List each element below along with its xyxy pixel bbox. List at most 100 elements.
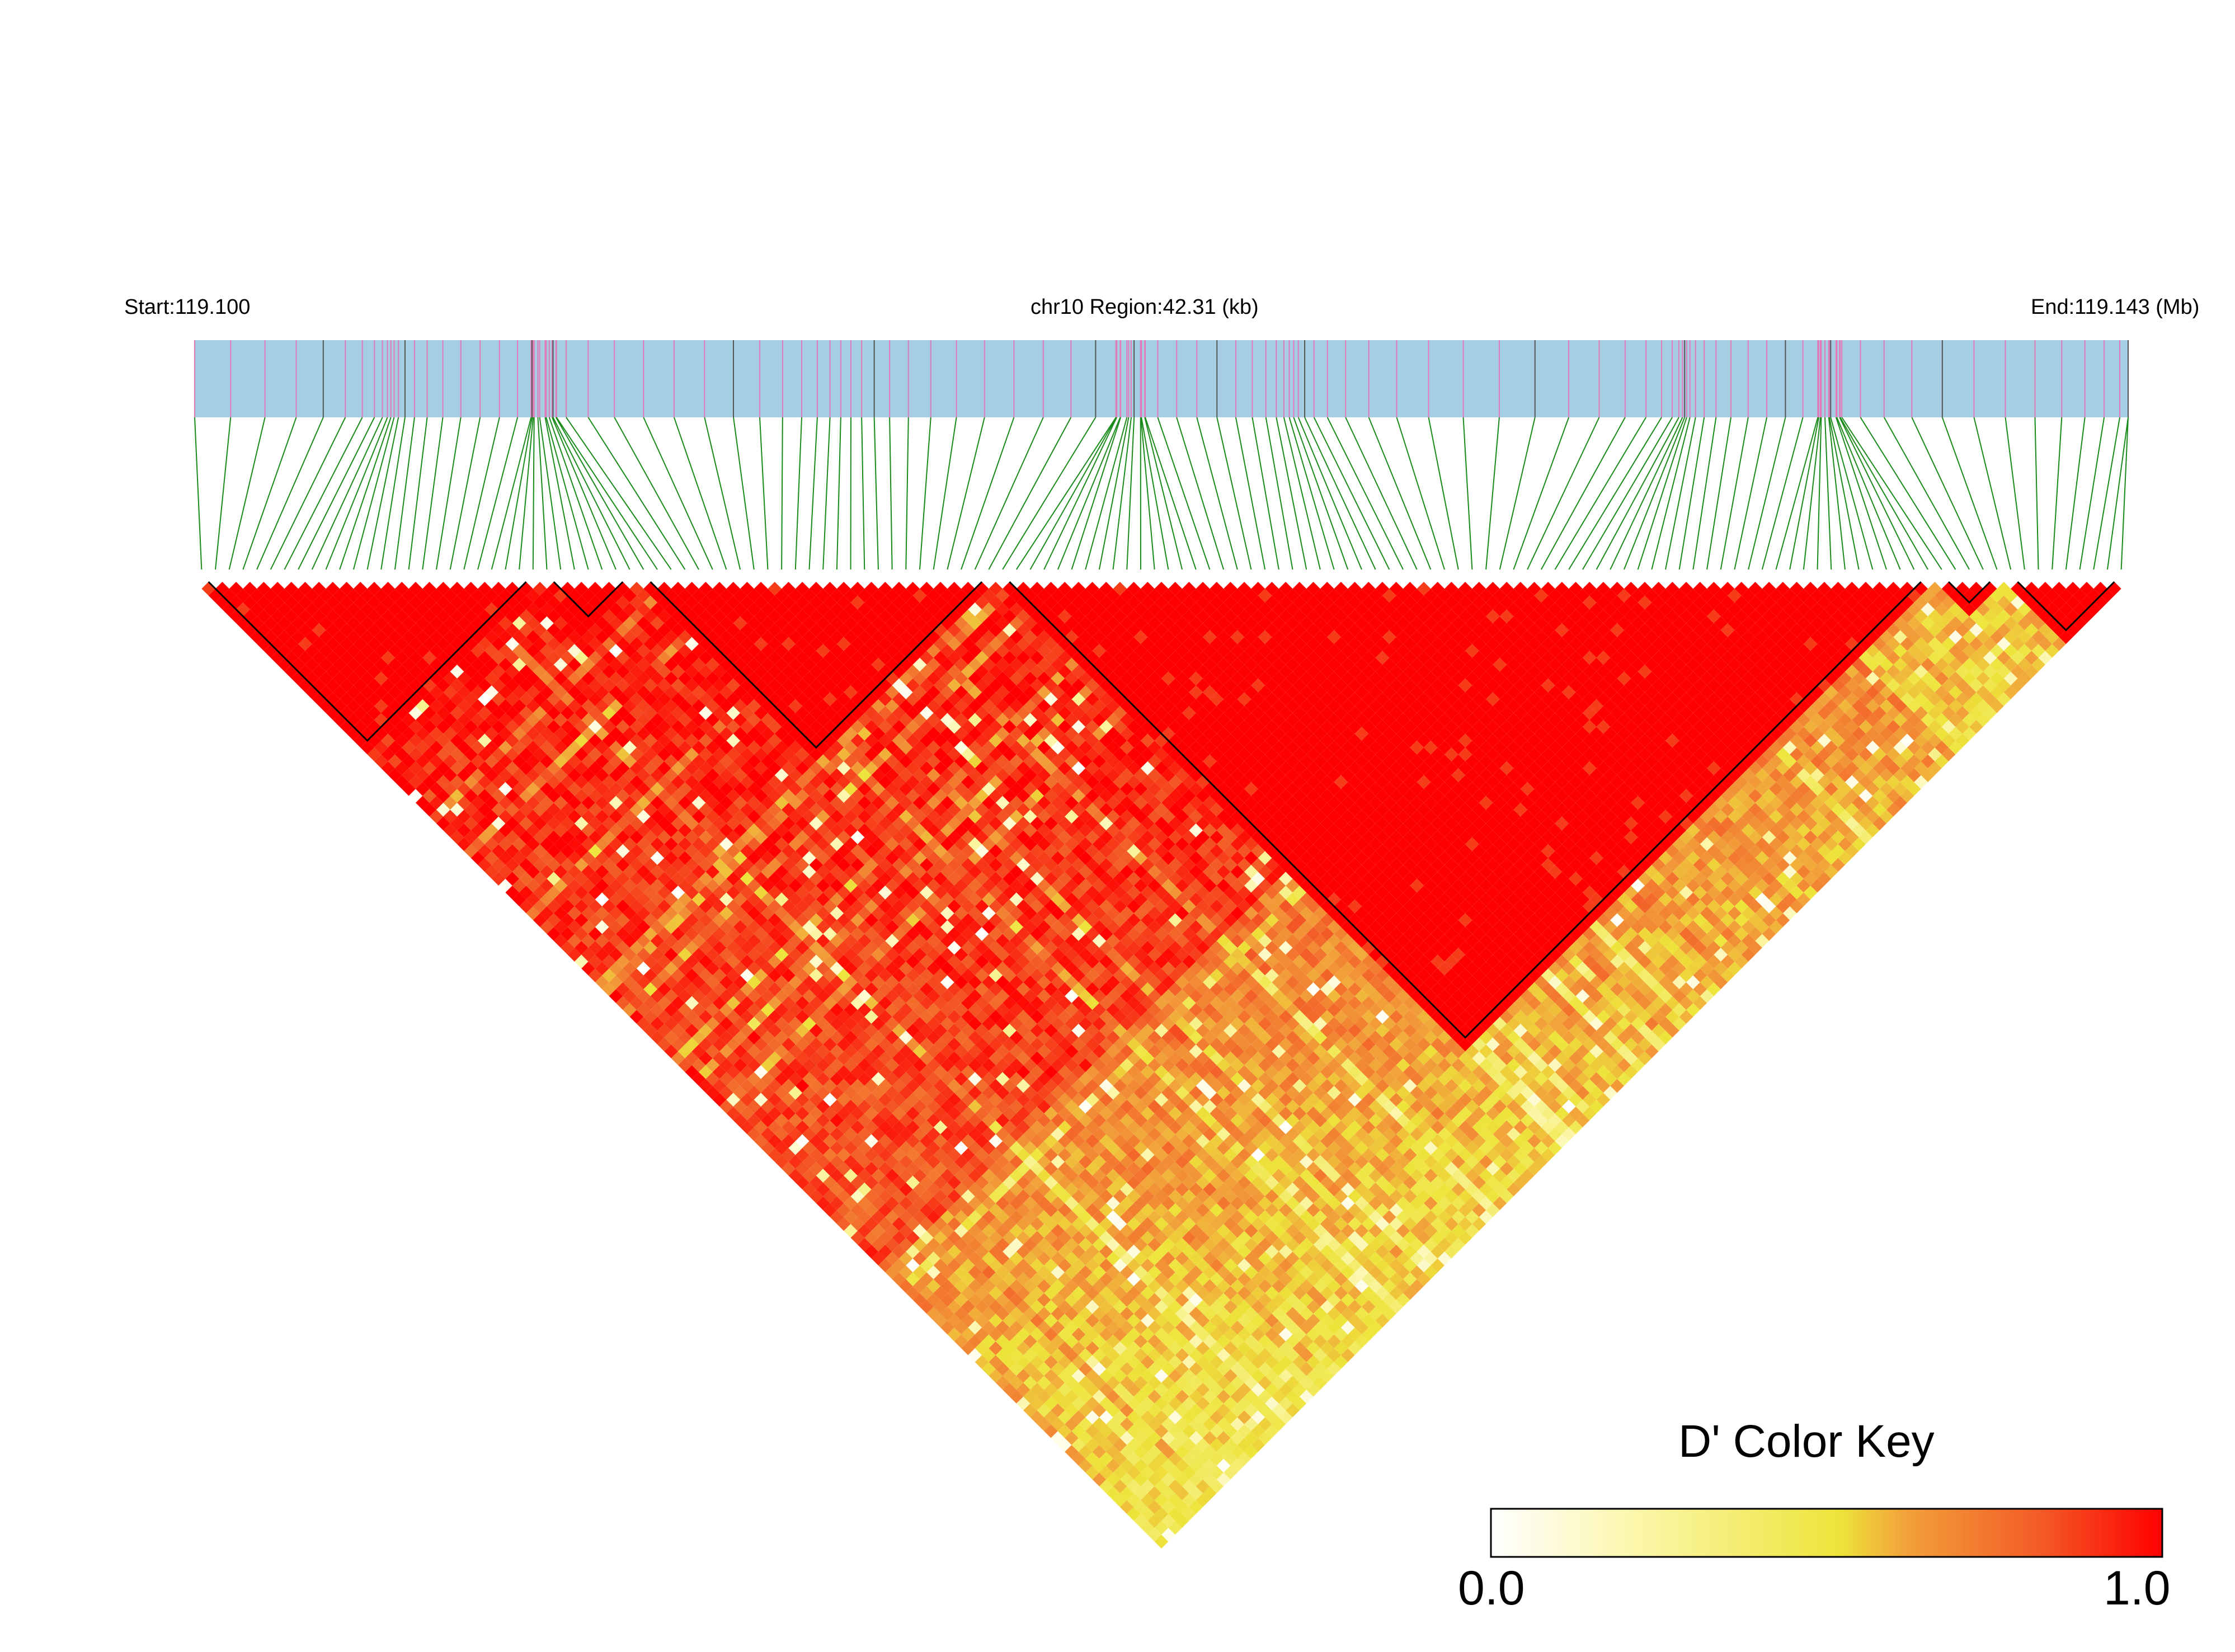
ld-cell — [581, 768, 595, 782]
ld-cell — [312, 637, 326, 651]
snp-connector — [781, 417, 783, 570]
ld-cell — [1037, 1127, 1051, 1141]
snp-connector — [1911, 417, 1984, 570]
ld-cell — [1092, 1362, 1107, 1376]
ld-cell — [1106, 1086, 1120, 1100]
snp-connector — [1828, 417, 1860, 570]
ld-cell — [871, 837, 886, 851]
ld-cell — [947, 1328, 962, 1342]
ld-cell — [402, 630, 416, 644]
ld-cell — [1113, 1438, 1127, 1452]
ld-cell — [740, 761, 754, 775]
ld-cell — [1057, 1272, 1072, 1286]
ld-cell — [1224, 1382, 1238, 1397]
ld-cell — [885, 989, 899, 1003]
ld-cell — [615, 996, 630, 1010]
ld-cell — [484, 603, 499, 616]
ld-cell — [754, 1134, 768, 1149]
ld-cell — [892, 1175, 906, 1190]
ld-cell — [1078, 1348, 1093, 1362]
ld-cell — [768, 858, 782, 872]
ld-cell — [553, 837, 568, 851]
ld-cell — [1016, 1010, 1031, 1024]
ld-cell — [864, 872, 878, 886]
ld-cell — [906, 982, 920, 996]
ld-cell — [388, 754, 402, 769]
ld-cell — [1023, 1265, 1037, 1279]
ld-cell — [982, 1030, 996, 1044]
ld-cell — [1182, 1203, 1196, 1217]
ld-cell — [1051, 1016, 1065, 1031]
ld-cell — [726, 886, 741, 900]
ld-cell — [1078, 1182, 1093, 1197]
ld-cell — [795, 1175, 810, 1190]
ld-cell — [464, 747, 478, 761]
ld-cell — [388, 630, 402, 644]
ld-cell — [926, 920, 941, 934]
ld-cell — [581, 589, 595, 603]
ld-cell — [1016, 1396, 1031, 1411]
ld-cell — [498, 644, 512, 658]
ld-cell — [830, 948, 844, 962]
ld-cell — [1127, 1107, 1141, 1121]
ld-cell — [1057, 1065, 1072, 1079]
ld-cell — [1092, 1099, 1107, 1114]
ld-cell — [553, 878, 568, 893]
ld-cell — [671, 637, 685, 651]
snp-connector — [1396, 417, 1446, 570]
ld-cell — [298, 651, 312, 665]
ld-cell — [906, 940, 920, 955]
ld-cell — [1127, 1300, 1141, 1314]
ld-cell — [478, 802, 492, 817]
ld-cell — [933, 1120, 948, 1135]
ld-cell — [519, 623, 533, 637]
ld-cell — [947, 1134, 962, 1149]
ld-cell — [1140, 1258, 1155, 1273]
ld-cell — [457, 685, 471, 699]
ld-cell — [705, 1086, 720, 1100]
ld-cell — [636, 989, 651, 1003]
ld-cell — [774, 892, 789, 907]
ld-cell — [1161, 1293, 1175, 1307]
ld-cell — [712, 775, 727, 789]
ld-cell — [968, 1307, 982, 1321]
ld-cell — [332, 589, 347, 603]
ld-cell — [484, 809, 499, 823]
ld-cell — [1113, 1369, 1127, 1383]
ld-cell — [643, 747, 657, 761]
ld-cell — [1057, 1148, 1072, 1162]
ld-cell — [1016, 1286, 1031, 1300]
ld-cell — [450, 582, 464, 596]
ld-cell — [312, 582, 326, 596]
ld-cell — [429, 713, 444, 727]
ld-cell — [1016, 1161, 1031, 1176]
ld-cell — [982, 1251, 996, 1265]
ld-cell — [388, 768, 402, 782]
ld-cell — [1044, 1107, 1058, 1121]
ld-cell — [284, 665, 299, 679]
ld-cell — [436, 665, 450, 679]
ld-cell — [1023, 1293, 1037, 1307]
ld-cell — [553, 754, 568, 769]
ld-cell — [975, 1217, 989, 1231]
ld-cell — [422, 582, 436, 596]
ld-cell — [553, 934, 568, 948]
ld-cell — [450, 595, 464, 610]
ld-cell — [995, 1348, 1010, 1362]
ld-cell — [968, 1003, 982, 1017]
ld-cell — [1127, 1424, 1141, 1438]
ld-cell — [954, 1196, 968, 1211]
ld-cell — [926, 906, 941, 920]
ld-cell — [940, 1127, 954, 1141]
ld-cell — [850, 858, 865, 872]
ld-cell — [623, 975, 637, 990]
ld-cell — [1003, 1258, 1017, 1273]
ld-cell — [1044, 1148, 1058, 1162]
ld-cell — [588, 637, 603, 651]
ld-cell — [540, 727, 554, 741]
snp-connector — [537, 417, 548, 570]
ld-cell — [788, 1058, 803, 1072]
ld-cell — [402, 768, 416, 782]
ld-cell — [484, 796, 499, 810]
ld-cell — [995, 1251, 1010, 1265]
